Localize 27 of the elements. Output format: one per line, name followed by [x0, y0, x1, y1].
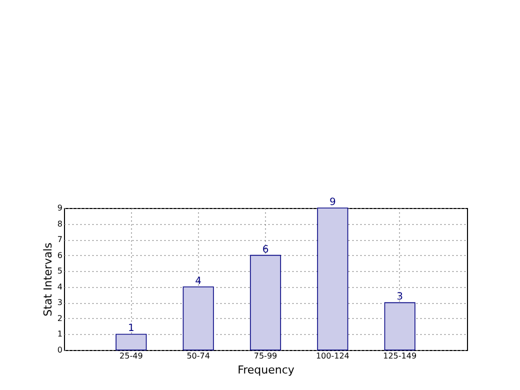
y-tick-label: 8: [57, 219, 62, 228]
x-tick-label: 125-149: [383, 352, 417, 360]
bar: [116, 334, 147, 350]
y-tick-label: 2: [57, 314, 62, 323]
bar: [250, 254, 282, 350]
x-tick-label: 50-74: [186, 352, 210, 360]
bar: [384, 302, 416, 350]
y-tick-label: 9: [57, 204, 62, 212]
y-tick-label: 5: [57, 266, 62, 276]
data-label: 4: [195, 276, 202, 287]
y-tick-label: 6: [57, 250, 62, 260]
data-label: 9: [329, 197, 336, 208]
x-axis-title: Frequency: [238, 364, 295, 376]
y-tick-label: 7: [57, 235, 62, 244]
data-label: 6: [262, 244, 269, 256]
bar: [182, 286, 214, 350]
x-tick-label: 100-124: [316, 352, 350, 360]
y-tick-label: 4: [57, 282, 62, 292]
y-tick-label: 1: [57, 330, 62, 339]
y-tick-label: 0: [57, 346, 62, 354]
data-label: 1: [128, 323, 134, 334]
x-tick-label: 25-49: [120, 352, 143, 360]
data-label: 3: [396, 292, 404, 303]
y-axis-title: Stat Intervals: [41, 242, 54, 316]
y-tick-label: 3: [57, 298, 62, 308]
bar: [317, 208, 348, 350]
x-tick-label: 75-99: [254, 352, 278, 360]
